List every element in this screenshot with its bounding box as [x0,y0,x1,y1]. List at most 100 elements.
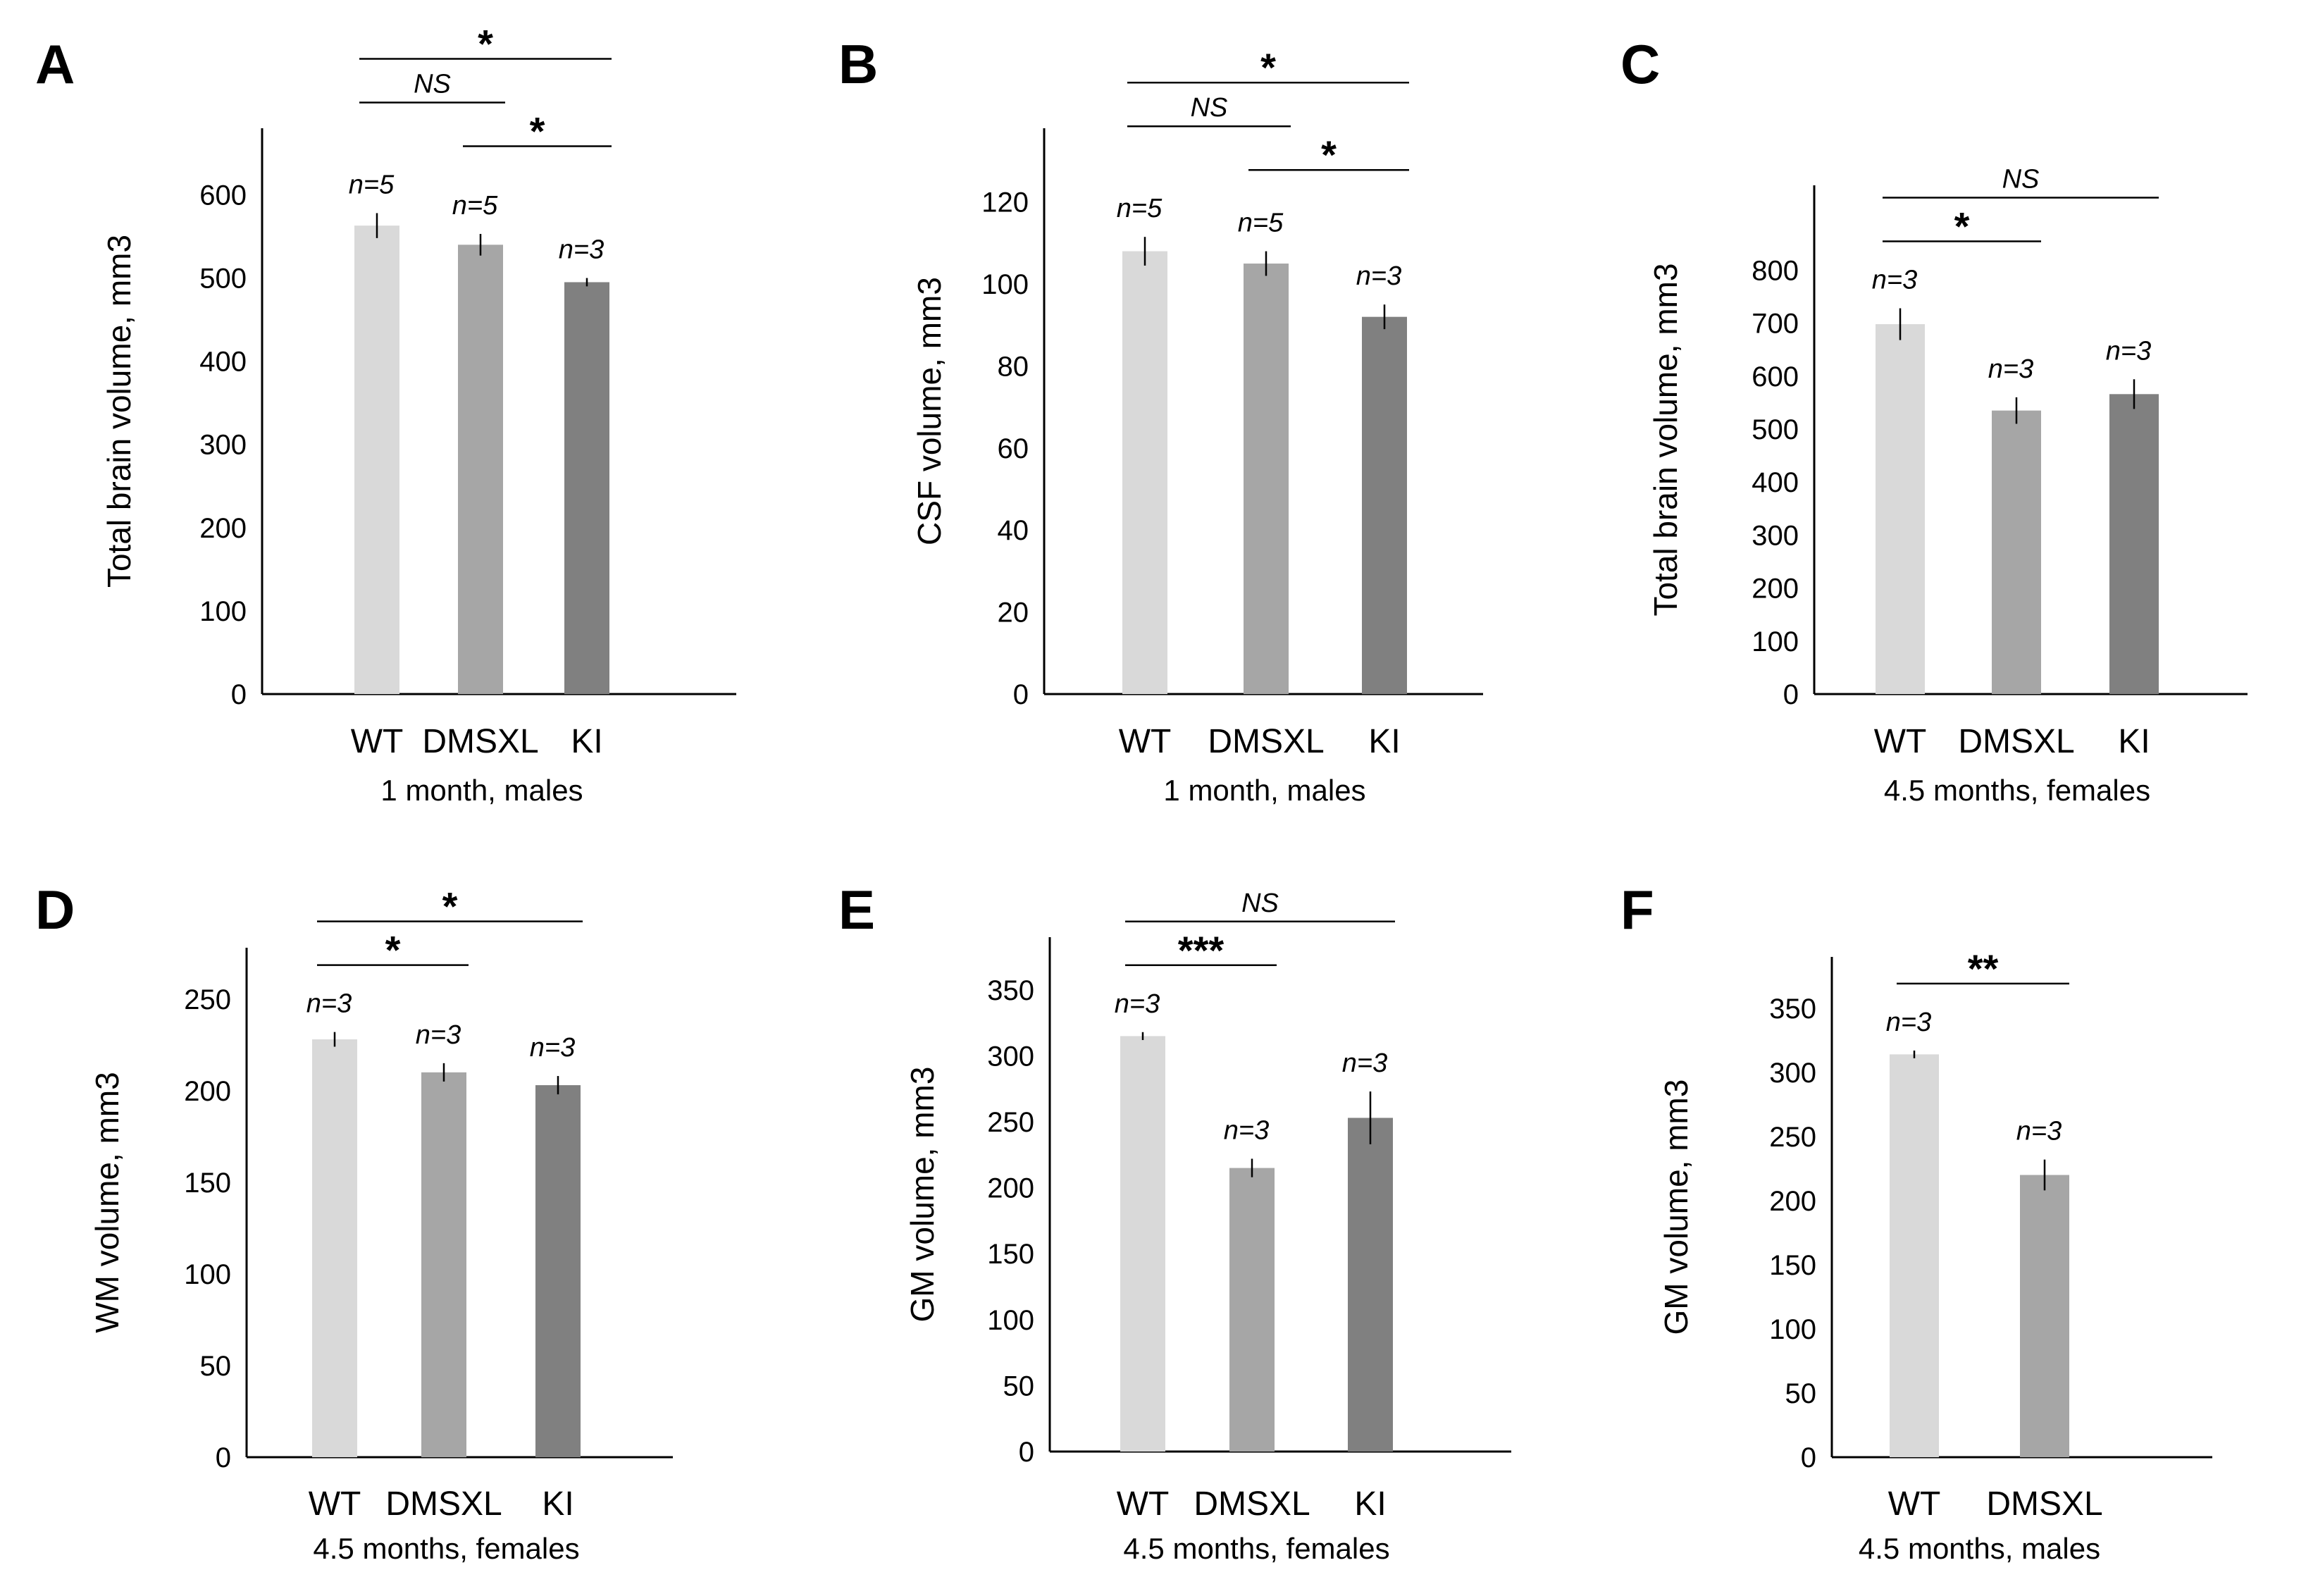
y-tick-label: 250 [987,1107,1034,1138]
y-tick-label: 150 [184,1168,231,1199]
bar-dmsxl [2020,1175,2069,1457]
significance-stars: * [530,109,545,153]
panel-letter: C [1620,33,1660,95]
n-label: n=3 [416,1020,461,1050]
n-label: n=3 [1886,1008,1931,1037]
bar-wt [354,225,399,695]
x-axis-subtitle: 1 month, males [380,774,583,807]
y-tick-label: 250 [1769,1122,1816,1153]
y-tick-label: 100 [199,596,247,627]
y-tick-label: 100 [981,269,1029,300]
y-tick-label: 200 [1769,1186,1816,1217]
x-category-label: KI [1354,1485,1386,1523]
x-category-label: WT [1874,723,1927,760]
x-axis-subtitle: 4.5 months, females [313,1532,579,1565]
n-label: n=3 [306,989,352,1019]
x-category-label: KI [571,723,602,760]
n-label: n=3 [559,235,604,265]
y-tick-label: 800 [1752,255,1799,286]
panel-B: B 0 20 40 60 80 100 120 CSF volume, mm3 n=5 WT n=5 D… [838,33,1483,807]
significance-stars: *** [1178,928,1225,972]
significance-stars: * [1954,204,1970,248]
x-category-label: DMSXL [422,723,538,760]
x-category-label: DMSXL [1194,1485,1310,1523]
panel-E: E 0 50 100 150 200 250 300 350 GM volume, mm3 n=3 W… [838,879,1511,1565]
y-tick-label: 50 [1003,1371,1035,1402]
ns-label: NS [1241,889,1279,918]
significance-stars: ** [1968,946,1999,991]
y-axis-label: GM volume, mm3 [1658,1080,1694,1335]
y-tick-label: 200 [1752,574,1799,605]
n-label: n=3 [1115,989,1160,1019]
y-tick-label: 0 [1783,679,1799,710]
y-tick-label: 600 [199,180,247,211]
bar-ki [535,1085,581,1457]
y-tick-label: 0 [216,1442,231,1473]
bar-ki [1362,316,1407,695]
bar-dmsxl [421,1072,466,1457]
y-axis-label: GM volume, mm3 [904,1067,941,1323]
ns-label: NS [1191,93,1228,123]
panel-C: C 0 100 200 300 400 500 600 700 800 Total brain vo… [1620,33,2248,807]
x-category-label: KI [542,1485,574,1523]
x-category-label: KI [1368,723,1400,760]
x-category-label: WT [309,1485,361,1523]
significance-stars: * [1321,132,1337,177]
bar-wt [312,1039,357,1457]
x-axis-subtitle: 4.5 months, males [1859,1532,2100,1565]
y-tick-label: 40 [998,515,1029,546]
bar-ki [2109,394,2159,694]
bar-dmsxl [1992,410,2041,694]
bar-ki [564,282,609,694]
bar-dmsxl [458,245,503,695]
y-axis-label: Total brain volume, mm3 [1647,263,1684,616]
y-tick-label: 500 [199,264,247,295]
n-label: n=3 [1872,265,1917,295]
significance-stars: * [385,928,401,972]
significance-stars: * [1260,45,1276,89]
bar-wt [1876,324,1925,694]
y-tick-label: 600 [1752,361,1799,392]
y-tick-label: 250 [184,984,231,1015]
x-category-label: WT [1117,1485,1170,1523]
panel-D: D 0 50 100 150 200 250 WM volume, mm3 n=3 WT n=3 DM… [35,879,673,1565]
y-tick-label: 0 [1013,679,1029,710]
y-tick-label: 0 [231,679,247,710]
y-tick-label: 100 [1769,1314,1816,1345]
y-tick-label: 700 [1752,309,1799,340]
y-tick-label: 0 [1801,1442,1816,1473]
y-tick-label: 300 [1769,1058,1816,1089]
y-tick-label: 60 [998,433,1029,464]
x-category-label: DMSXL [1208,723,1324,760]
x-category-label: KI [2118,723,2150,760]
n-label: n=3 [2016,1117,2062,1146]
n-label: n=3 [1356,261,1401,291]
panel-A: A 0 100 200 300 400 500 600 Total brain volume, … [35,21,736,807]
y-tick-label: 80 [998,351,1029,382]
y-tick-label: 150 [987,1239,1034,1270]
n-label: n=3 [2106,336,2151,366]
panel-letter: F [1620,879,1654,941]
n-label: n=5 [1238,209,1284,238]
y-tick-label: 350 [987,975,1034,1006]
y-tick-label: 0 [1019,1437,1034,1468]
significance-stars: * [442,884,458,929]
n-label: n=3 [1988,354,2033,384]
y-tick-label: 120 [981,187,1029,218]
panel-letter: E [838,879,875,941]
n-label: n=3 [1224,1115,1269,1145]
n-label: n=5 [349,170,395,199]
bar-dmsxl [1229,1168,1275,1452]
y-tick-label: 350 [1769,994,1816,1025]
y-tick-label: 20 [998,598,1029,629]
x-category-label: DMSXL [385,1485,502,1523]
y-axis-label: WM volume, mm3 [89,1072,125,1333]
y-tick-label: 200 [184,1076,231,1107]
y-tick-label: 100 [1752,626,1799,657]
y-axis-label: CSF volume, mm3 [911,277,948,545]
bar-wt [1120,1036,1165,1452]
y-tick-label: 100 [184,1259,231,1290]
panel-letter: B [838,33,878,95]
x-axis-subtitle: 4.5 months, females [1123,1532,1389,1565]
